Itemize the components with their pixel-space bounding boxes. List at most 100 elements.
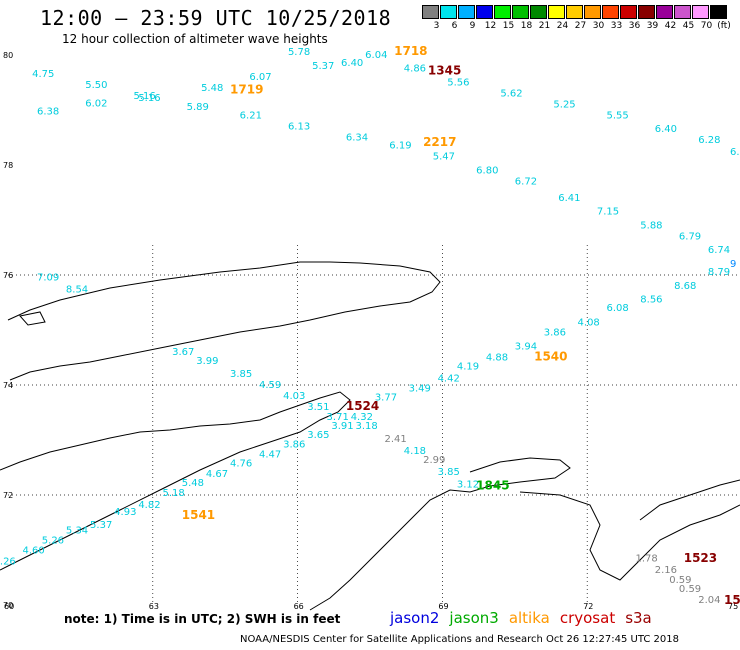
- coastline-novaya-zemlya-south: [0, 391, 351, 571]
- pass-time-label: 1541: [182, 508, 215, 522]
- wave-height-label: 4.93: [114, 507, 136, 518]
- coastline-peninsula: [639, 479, 740, 521]
- lon-tick-label: 72: [583, 602, 593, 611]
- wave-height-label: 3.49: [409, 384, 431, 395]
- coastline-island-west: [19, 311, 46, 326]
- pass-time-label: 15: [724, 593, 740, 607]
- color-scale-label: 70: [700, 21, 713, 31]
- wave-height-label: 4.67: [206, 469, 228, 480]
- wave-height-label: 6.07: [249, 72, 271, 83]
- lon-tick-label: 63: [149, 602, 159, 611]
- wave-height-label: 6.79: [679, 231, 701, 242]
- lat-tick-label: 78: [3, 161, 13, 170]
- wave-height-label: 5.88: [640, 220, 662, 231]
- wave-height-label: 8.79: [708, 267, 730, 278]
- wave-height-label: 3.91: [331, 421, 353, 432]
- wave-height-label: 5.34: [66, 526, 88, 537]
- wave-height-label: 3.85: [230, 369, 252, 380]
- wave-height-label: 4.32: [351, 412, 373, 423]
- lat-tick-label: 72: [3, 491, 13, 500]
- wave-height-label: 3.51: [307, 402, 329, 413]
- wave-height-label: 5.16: [138, 93, 160, 104]
- pass-time-label: 1523: [684, 551, 717, 565]
- wave-height-label: 4.19: [457, 362, 479, 373]
- wave-height-label: 6.40: [655, 124, 677, 135]
- color-scale-swatch: [710, 5, 727, 19]
- wave-height-label: 9: [730, 259, 736, 270]
- pass-time-label: 1845: [476, 479, 509, 493]
- satellite-legend: jason2 jason3 altika cryosat s3a: [390, 609, 662, 627]
- wave-observations: 4.755.505.165.165.486.075.785.37 6.406.04…: [0, 47, 740, 606]
- wave-height-label: 5.25: [553, 99, 575, 110]
- wave-height-label: 3.65: [307, 430, 329, 441]
- color-scale-label: 18: [520, 21, 533, 31]
- wave-height-label: 4.82: [138, 500, 160, 511]
- color-scale-label: 12: [484, 21, 497, 31]
- pass-time-label: 1540: [534, 349, 567, 363]
- wave-height-label: 4.59: [259, 380, 281, 391]
- wave-height-label: 3.85: [438, 467, 460, 478]
- wave-height-label: 3.77: [375, 392, 397, 403]
- wave-height-label: 6.04: [365, 50, 387, 61]
- wave-height-label: 6.28: [698, 135, 720, 146]
- graticule: [8, 245, 740, 605]
- wave-height-label: 6.08: [607, 303, 629, 314]
- color-scale-label: 27: [574, 21, 587, 31]
- wave-height-label: 4.26: [0, 556, 16, 567]
- wave-height-label: 6.74: [708, 245, 730, 256]
- lat-tick-label: 74: [3, 381, 13, 390]
- wave-height-label: 4.18: [404, 446, 426, 457]
- wave-height-label: 5.18: [162, 488, 184, 499]
- wave-height-label: 5.62: [500, 88, 522, 99]
- wave-height-label: 4.76: [230, 458, 252, 469]
- color-scale-swatch: [512, 5, 529, 19]
- lat-tick-label: 76: [3, 271, 13, 280]
- wave-height-label: 5.56: [447, 77, 469, 88]
- wave-height-label: 2.16: [655, 565, 677, 576]
- lat-tick-label: 80: [3, 51, 13, 60]
- lon-tick-label: 66: [294, 602, 304, 611]
- color-scale-swatch: [584, 5, 601, 19]
- wave-height-label: 3.99: [196, 356, 218, 367]
- color-scale-swatch: [458, 5, 475, 19]
- wave-height-label: 6.72: [515, 176, 537, 187]
- wave-height-label: 7.15: [597, 207, 619, 218]
- color-scale-label: 21: [538, 21, 551, 31]
- color-scale-label: 39: [646, 21, 659, 31]
- wave-height-label: 4.03: [283, 391, 305, 402]
- color-scale-swatch: [476, 5, 493, 19]
- wave-height-label: 2.99: [423, 455, 445, 466]
- color-scale-label: 42: [664, 21, 677, 31]
- credit-line: NOAA/NESDIS Center for Satellite Applica…: [240, 634, 679, 645]
- legend-entry: cryosat: [559, 609, 616, 627]
- coastline-mainland: [309, 457, 740, 611]
- color-scale-swatch: [674, 5, 691, 19]
- lon-tick-label: 60: [4, 602, 14, 611]
- lon-tick-label: 69: [438, 602, 448, 611]
- wave-height-label: 5.50: [85, 80, 107, 91]
- color-scale-swatch: [602, 5, 619, 19]
- color-scale-label: 3: [433, 21, 440, 31]
- wave-height-label: 6.80: [476, 165, 498, 176]
- wave-height-label: 5.55: [607, 110, 629, 121]
- color-scale-label: 36: [628, 21, 641, 31]
- wave-height-label: 4.47: [259, 450, 281, 461]
- coastline-novaya-zemlya-north: [7, 261, 441, 381]
- wave-height-label: 3.18: [356, 421, 378, 432]
- wave-height-label: 8.56: [640, 295, 662, 306]
- color-scale-swatch: [620, 5, 637, 19]
- wave-height-label: 2.04: [698, 595, 720, 606]
- wave-height-label: 3.67: [172, 347, 194, 358]
- wave-height-label: 5.26: [42, 535, 64, 546]
- wave-height-label: 8.68: [674, 281, 696, 292]
- map-subtitle: 12 hour collection of altimeter wave hei…: [62, 32, 328, 46]
- color-scale-swatch: [494, 5, 511, 19]
- wave-height-label: 6.19: [389, 141, 411, 152]
- color-scale-label: 45: [682, 21, 695, 31]
- color-scale-label: 9: [469, 21, 476, 31]
- color-scale-unit: (ft): [717, 21, 731, 31]
- wave-height-label: 4.08: [578, 318, 600, 329]
- color-scale-label: 33: [610, 21, 623, 31]
